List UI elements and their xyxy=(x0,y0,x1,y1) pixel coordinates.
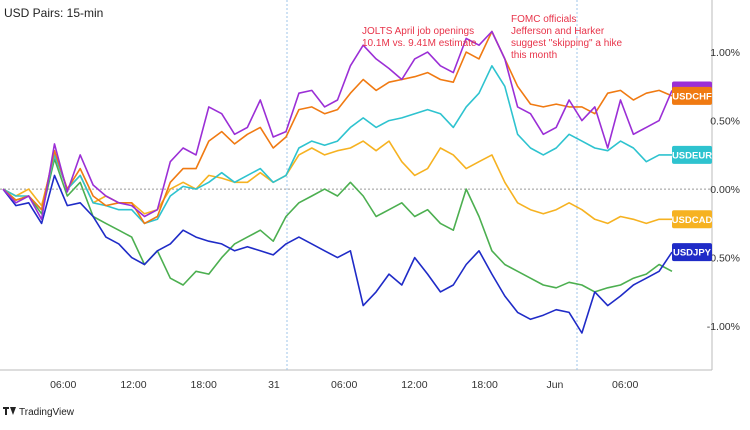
series-line-usdeur xyxy=(2,65,672,225)
annotation-fomc-line-3: suggest "skipping" a hike xyxy=(511,38,622,49)
series-line-usdchf xyxy=(2,30,673,225)
x-tick-label: 06:00 xyxy=(612,379,638,391)
annotation-fomc-line-4: this month xyxy=(511,50,557,61)
series-badge-label: USDJPY xyxy=(673,248,712,259)
x-tick-label: 18:00 xyxy=(472,379,498,391)
series-badge-usdcad: USDCAD xyxy=(672,210,713,229)
x-tick-label: 12:00 xyxy=(401,379,427,391)
series-badge-bg xyxy=(672,145,712,164)
series-badge-usdjpy: USDJPY xyxy=(672,243,712,262)
y-tick-label: -0.50% xyxy=(707,253,740,265)
annotation-jolts-line-2: 10.1M vs. 9.41M estimate xyxy=(362,38,477,49)
series-badge-bg xyxy=(672,243,712,262)
series-line-usdjpy xyxy=(2,174,673,334)
series-badge-bg xyxy=(672,210,712,229)
y-tick-label: 0.00% xyxy=(710,184,740,196)
x-tick-label: 31 xyxy=(268,379,280,391)
x-tick-label: 06:00 xyxy=(331,379,357,391)
annotation-fomc: FOMC officials Jefferson and Harker sugg… xyxy=(511,14,622,61)
y-tick-label: 1.00% xyxy=(710,47,740,59)
series-badge-label: USDCHF xyxy=(672,91,712,102)
y-tick-label: 0.50% xyxy=(710,116,740,128)
annotation-fomc-line-1: FOMC officials xyxy=(511,14,576,25)
annotation-fomc-line-2: Jefferson and Harker xyxy=(511,26,605,37)
series-badge-label: USDEUR xyxy=(672,150,712,161)
tradingview-logo-text: TradingView xyxy=(19,407,75,418)
series-badge-usdeur: USDEUR xyxy=(672,145,712,164)
x-tick-label: 12:00 xyxy=(120,379,146,391)
y-tick-label: -1.00% xyxy=(707,321,740,333)
series-badge-label: USDCAD xyxy=(672,215,713,226)
x-tick-label: 06:00 xyxy=(50,379,76,391)
series-line-usdnzd xyxy=(2,30,673,221)
x-tick-label: Jun xyxy=(546,379,563,391)
chart-title: USD Pairs: 15-min xyxy=(4,6,103,20)
annotation-jolts: JOLTS April job openings 10.1M vs. 9.41M… xyxy=(362,26,477,49)
tradingview-logo: TradingView xyxy=(3,407,75,418)
annotation-jolts-line-1: JOLTS April job openings xyxy=(362,26,474,37)
x-tick-label: 18:00 xyxy=(191,379,217,391)
series-badge-usdchf: USDCHF xyxy=(672,86,712,105)
series-line-usdcad xyxy=(2,140,672,225)
tradingview-logo-icon xyxy=(3,407,16,415)
series-line-unlabeled xyxy=(2,158,673,293)
series-badge-bg xyxy=(672,86,712,105)
